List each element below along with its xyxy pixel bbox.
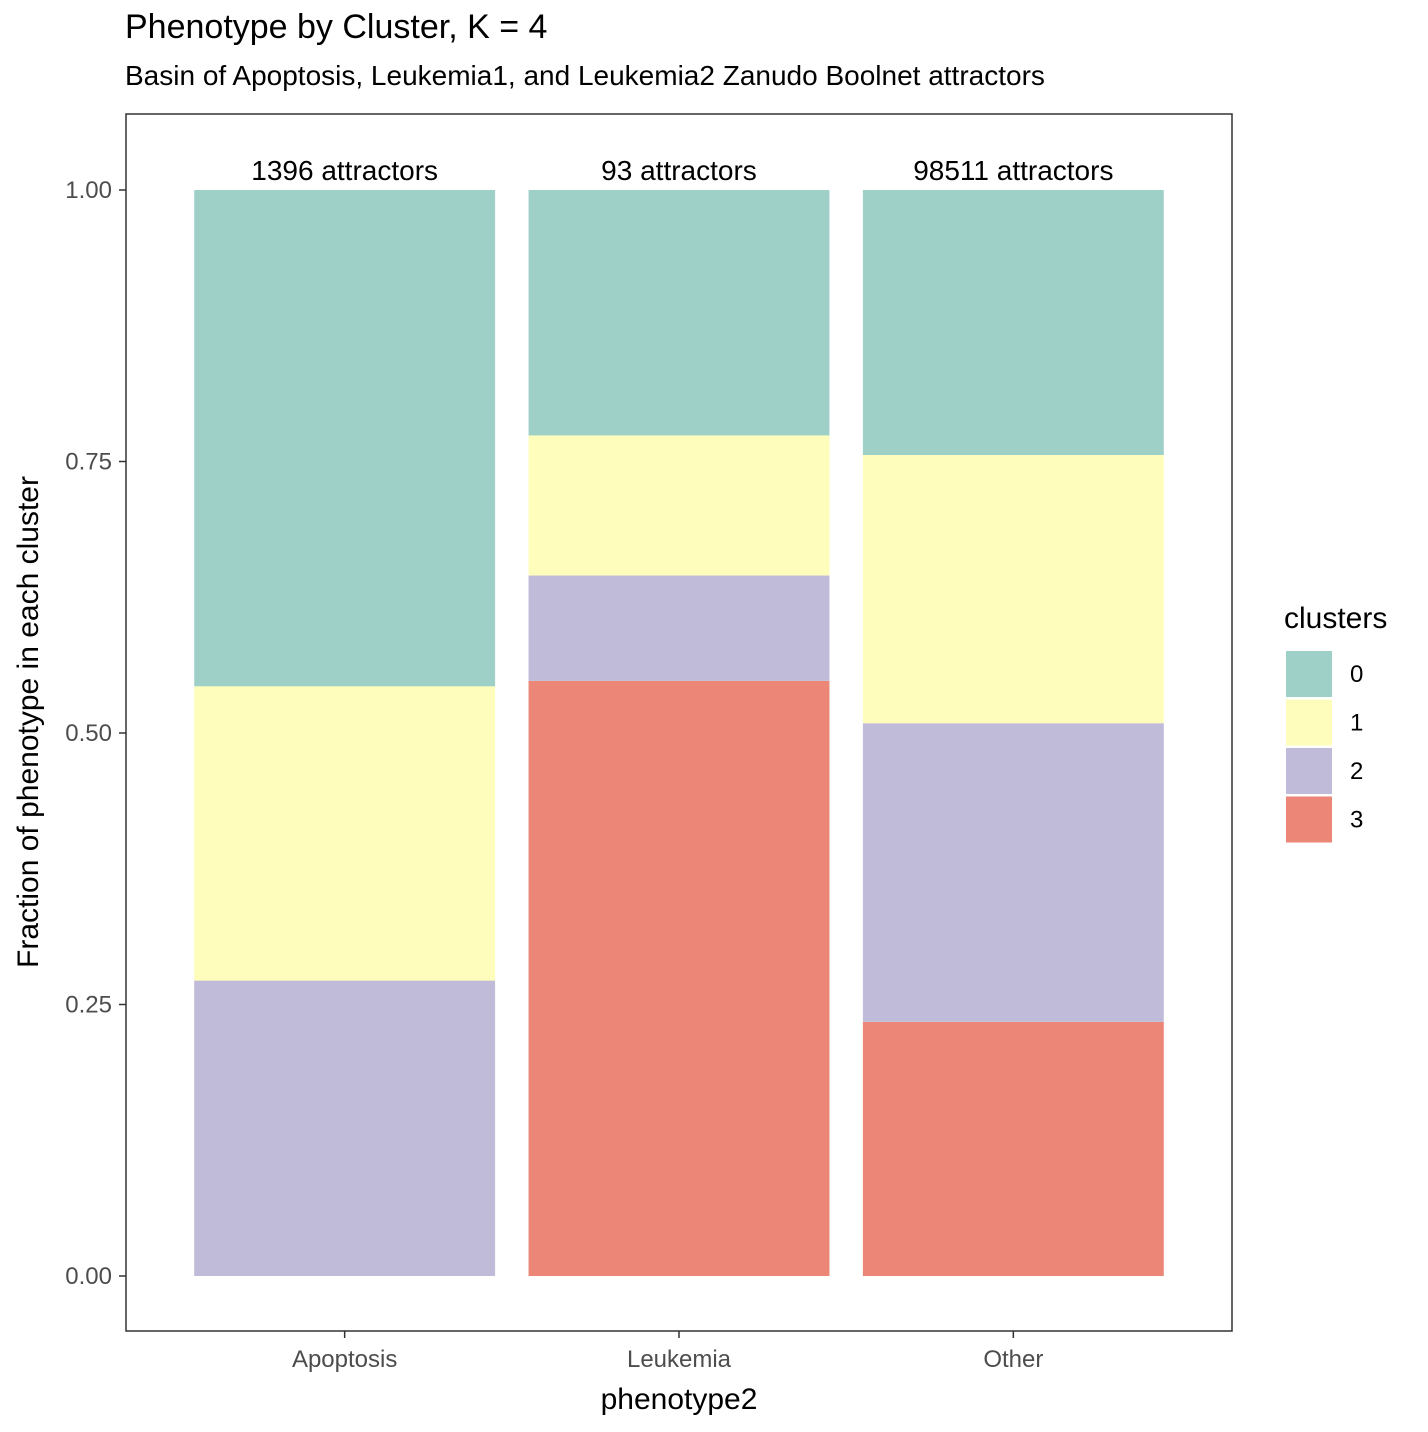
legend-title: clusters [1284, 602, 1387, 635]
bar-segment-other-cluster-0 [862, 190, 1164, 455]
y-tick-label: 0.75 [65, 449, 112, 476]
y-axis-title: Fraction of phenotype in each cluster [12, 476, 45, 968]
legend-label-2: 2 [1350, 758, 1363, 785]
bar-segment-other-cluster-3 [862, 1021, 1164, 1276]
legend-key-3 [1286, 796, 1332, 843]
x-tick-label-other: Other [983, 1346, 1043, 1373]
bar-segment-apoptosis-cluster-0 [194, 190, 496, 687]
x-axis: Apoptosis Leukemia Other [292, 1331, 1043, 1373]
legend-key-0 [1286, 651, 1332, 697]
y-tick-label: 0.00 [65, 1263, 112, 1290]
y-axis: 0.00 0.25 0.50 0.75 1.00 [65, 177, 126, 1290]
bar-segment-leukemia-cluster-1 [528, 435, 830, 576]
bar-segment-leukemia-cluster-0 [528, 190, 830, 436]
legend-label-0: 0 [1350, 661, 1363, 688]
chart-title: Phenotype by Cluster, K = 4 [125, 8, 548, 46]
legend-label-3: 3 [1350, 807, 1363, 834]
bar-segment-other-cluster-1 [862, 454, 1164, 724]
chart-subtitle: Basin of Apoptosis, Leukemia1, and Leuke… [125, 60, 1045, 91]
bar-segment-leukemia-cluster-3 [528, 680, 830, 1276]
legend-key-2 [1286, 748, 1332, 794]
bar-count-label: 1396 attractors [251, 155, 438, 186]
bar-segment-other-cluster-2 [862, 723, 1164, 1022]
bar-segment-apoptosis-cluster-1 [194, 686, 496, 981]
bar-segment-leukemia-cluster-2 [528, 575, 830, 681]
y-tick-label: 0.50 [65, 720, 112, 747]
x-axis-title: phenotype2 [601, 1383, 758, 1416]
bar-count-label: 93 attractors [601, 155, 757, 186]
bars-group [194, 190, 1164, 1276]
x-tick-label-leukemia: Leukemia [627, 1346, 732, 1373]
bar-count-label: 98511 attractors [913, 155, 1113, 186]
bar-count-labels: 1396 attractors 93 attractors 98511 attrac… [251, 155, 1113, 186]
legend: clusters 0 1 2 3 [1284, 602, 1387, 843]
legend-label-1: 1 [1350, 710, 1363, 737]
x-tick-label-apoptosis: Apoptosis [292, 1346, 397, 1373]
y-tick-label: 1.00 [65, 177, 112, 204]
bar-segment-apoptosis-cluster-2 [194, 980, 496, 1276]
legend-key-1 [1286, 699, 1332, 746]
y-tick-label: 0.25 [65, 992, 112, 1019]
